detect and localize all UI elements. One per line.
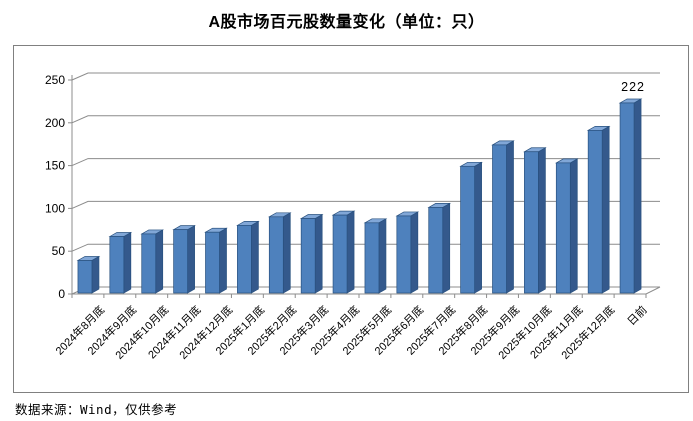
bar-side-face [346, 210, 355, 294]
bar [332, 214, 348, 294]
y-axis-label: 50 [52, 244, 66, 258]
bar [364, 222, 380, 294]
bar [555, 162, 571, 294]
bar [619, 102, 635, 294]
data-source-note: 数据来源：Wind，仅供参考 [15, 402, 178, 417]
gridline [71, 72, 660, 81]
bar-side-face [442, 202, 451, 294]
bar [173, 229, 188, 294]
bar [460, 165, 475, 294]
bar [587, 130, 603, 294]
bar-side-face [251, 220, 259, 294]
bar-side-face [314, 213, 323, 294]
bar [524, 151, 539, 294]
bar [109, 236, 125, 294]
gridline [71, 115, 660, 124]
bar [77, 260, 93, 294]
y-axis-label: 0 [58, 287, 65, 301]
bar [492, 144, 507, 294]
bar-side-face [91, 255, 100, 294]
bar-side-face [378, 218, 387, 294]
bar-side-face [123, 231, 132, 294]
bar [428, 207, 444, 294]
bar-side-face [569, 158, 578, 294]
bar-side-face [282, 212, 291, 294]
bar-side-face [538, 147, 546, 294]
bar-side-face [187, 225, 195, 294]
y-axis-label: 150 [45, 159, 65, 173]
bar-side-face [633, 98, 642, 294]
bar [237, 225, 252, 294]
bar [205, 231, 220, 294]
bar-side-face [410, 211, 419, 294]
bar [141, 233, 157, 294]
y-axis-label: 250 [45, 73, 65, 87]
bar [300, 218, 316, 294]
y-axis-label: 100 [45, 201, 65, 215]
bar-chart: 0 50 100 150 200 250 222 [45, 72, 661, 301]
bar [268, 216, 284, 294]
bar-side-face [601, 125, 610, 294]
bar-value-label: 222 [621, 80, 645, 94]
bar-side-face [474, 161, 482, 294]
chart-frame: 0 50 100 150 200 250 222 2024年8月底 2024年9月底 2024年… [13, 45, 689, 393]
gridline [71, 158, 660, 167]
bar-side-face [219, 227, 227, 294]
bar-side-face [155, 229, 164, 294]
bar [396, 215, 412, 294]
y-axis-label: 200 [45, 116, 65, 130]
chart-title: A股市场百元股数量变化（单位：只） [208, 14, 485, 31]
bar-side-face [506, 140, 514, 294]
